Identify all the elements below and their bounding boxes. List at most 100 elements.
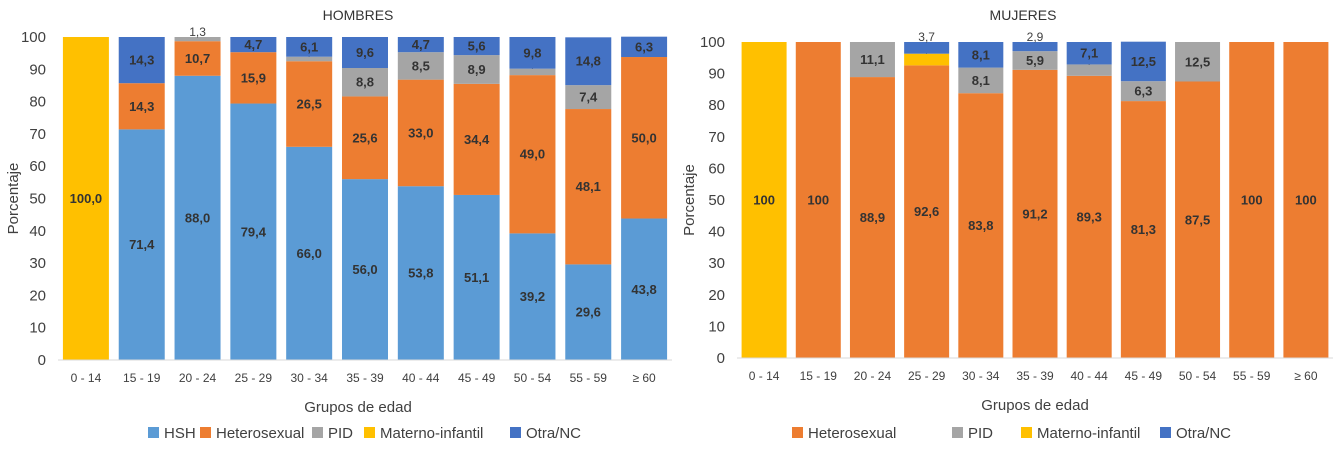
bar-segment-hsh bbox=[621, 218, 668, 360]
data-label: 50,0 bbox=[631, 130, 656, 145]
legend-label: Materno-infantil bbox=[1037, 425, 1140, 442]
data-label: 39,2 bbox=[520, 289, 545, 304]
bar-segment-pid bbox=[453, 55, 500, 84]
data-label: 10,7 bbox=[185, 51, 210, 66]
data-label: 12,5 bbox=[1131, 54, 1156, 69]
data-label: 100 bbox=[807, 193, 829, 208]
legend-label: Heterosexual bbox=[808, 425, 896, 442]
legend-label: HSH bbox=[164, 425, 196, 442]
data-label: 81,3 bbox=[1131, 222, 1156, 237]
bar-segment-heterosexual bbox=[565, 109, 612, 265]
x-tick-label: 20 - 24 bbox=[179, 371, 217, 385]
data-label: 14,3 bbox=[129, 53, 154, 68]
y-tick-label: 30 bbox=[29, 255, 46, 272]
data-label: 100 bbox=[1241, 193, 1263, 208]
x-tick-label: 30 - 34 bbox=[962, 369, 1000, 383]
y-tick-label: 90 bbox=[29, 61, 46, 78]
bar-segment-heterosexual bbox=[1120, 101, 1166, 358]
data-label: 56,0 bbox=[352, 262, 377, 277]
bar-segment-pid bbox=[1120, 81, 1166, 102]
bar-segment-heterosexual bbox=[230, 52, 277, 104]
data-label: 7,4 bbox=[579, 90, 598, 105]
bar-segment-heterosexual bbox=[795, 42, 841, 358]
bar-segment-pid bbox=[397, 52, 444, 80]
bar-segment-pid bbox=[1175, 42, 1221, 82]
y-tick-label: 10 bbox=[708, 318, 725, 335]
bar-segment-otra-nc bbox=[565, 37, 612, 86]
chart-title: HOMBRES bbox=[323, 7, 394, 23]
x-tick-label: 40 - 44 bbox=[402, 371, 440, 385]
x-tick-label: 55 - 59 bbox=[1233, 369, 1271, 383]
y-tick-label: 60 bbox=[708, 160, 725, 177]
x-tick-label: 25 - 29 bbox=[908, 369, 946, 383]
x-tick-label: 15 - 19 bbox=[123, 371, 161, 385]
bar-segment-otra-nc bbox=[509, 37, 556, 69]
legend-swatch bbox=[364, 427, 375, 438]
legend-label: Materno-infantil bbox=[380, 425, 483, 442]
bar-segment-pid bbox=[565, 85, 612, 110]
bar-segment-otra-nc bbox=[1012, 42, 1058, 52]
bar-segment-heterosexual bbox=[286, 61, 333, 147]
data-label: 91,2 bbox=[1022, 206, 1047, 221]
y-tick-label: 40 bbox=[29, 223, 46, 240]
y-tick-label: 70 bbox=[29, 126, 46, 143]
data-label: 8,1 bbox=[972, 47, 990, 62]
x-axis-label: Grupos de edad bbox=[304, 399, 412, 416]
data-label: 88,0 bbox=[185, 210, 210, 225]
bar-segment-heterosexual bbox=[621, 57, 668, 219]
bar-segment-otra-nc bbox=[1066, 42, 1112, 65]
data-label: 2,9 bbox=[1027, 30, 1044, 44]
data-label: 7,1 bbox=[1080, 46, 1098, 61]
data-label: 1,3 bbox=[189, 25, 206, 39]
bar-segment-heterosexual bbox=[1175, 81, 1221, 358]
y-tick-label: 30 bbox=[708, 255, 725, 272]
x-tick-label: 0 - 14 bbox=[749, 369, 780, 383]
data-label: 92,6 bbox=[914, 204, 939, 219]
bar-segment-heterosexual bbox=[1066, 75, 1112, 358]
y-tick-label: 50 bbox=[29, 191, 46, 208]
y-tick-label: 40 bbox=[708, 224, 725, 241]
bar-segment-hsh bbox=[453, 194, 500, 360]
bar-segment-heterosexual bbox=[1229, 42, 1275, 358]
bar-segment-hsh bbox=[397, 186, 444, 360]
legend-label: PID bbox=[968, 425, 993, 442]
legend-swatch bbox=[200, 427, 211, 438]
bar-segment-hsh bbox=[565, 264, 612, 360]
bar-segment-pid bbox=[849, 42, 895, 78]
x-tick-label: 50 - 54 bbox=[1179, 369, 1217, 383]
data-label: 6,3 bbox=[1134, 84, 1152, 99]
bar-segment-pid bbox=[286, 56, 333, 62]
legend-label: Otra/NC bbox=[526, 425, 581, 442]
data-label: 8,9 bbox=[468, 62, 486, 77]
bar-segment-otra-nc bbox=[453, 37, 500, 56]
bar-segment-pid bbox=[509, 68, 556, 76]
chart-mujeres: MUJERES 0 10 20 30 40 50 60 70 80 90 100 Porcentaje 1… bbox=[681, 7, 1333, 442]
data-label: 9,6 bbox=[356, 45, 374, 60]
x-tick-label: ≥ 60 bbox=[1294, 369, 1318, 383]
bar-segment-pid bbox=[174, 37, 221, 42]
x-tick-label: 40 - 44 bbox=[1071, 369, 1109, 383]
y-axis-label: Porcentaje bbox=[5, 163, 22, 235]
bar-segment-heterosexual bbox=[904, 65, 950, 358]
bar-segment-hsh bbox=[342, 179, 388, 360]
data-label: 49,0 bbox=[520, 147, 545, 162]
bar-segment-materno-infantil bbox=[62, 37, 109, 360]
data-label: 8,5 bbox=[412, 58, 430, 73]
data-label: 34,4 bbox=[464, 132, 490, 147]
y-tick-label: 20 bbox=[708, 287, 725, 304]
bar-segment-heterosexual bbox=[1283, 42, 1329, 358]
data-label: 8,1 bbox=[972, 73, 990, 88]
data-label: 5,9 bbox=[1026, 53, 1044, 68]
bar-segment-heterosexual bbox=[849, 77, 895, 359]
x-tick-label: 45 - 49 bbox=[458, 371, 496, 385]
y-tick-label: 100 bbox=[700, 34, 725, 51]
data-label: 100 bbox=[1295, 193, 1317, 208]
y-tick-label: 90 bbox=[708, 66, 725, 83]
legend: Heterosexual PID Materno-infantil Otra/NC bbox=[792, 425, 1231, 442]
data-label: 79,4 bbox=[241, 224, 267, 239]
data-label: 48,1 bbox=[576, 179, 601, 194]
data-label: 6,3 bbox=[635, 39, 653, 54]
bar-segment-otra-nc bbox=[286, 37, 333, 57]
x-tick-label: 0 - 14 bbox=[71, 371, 102, 385]
